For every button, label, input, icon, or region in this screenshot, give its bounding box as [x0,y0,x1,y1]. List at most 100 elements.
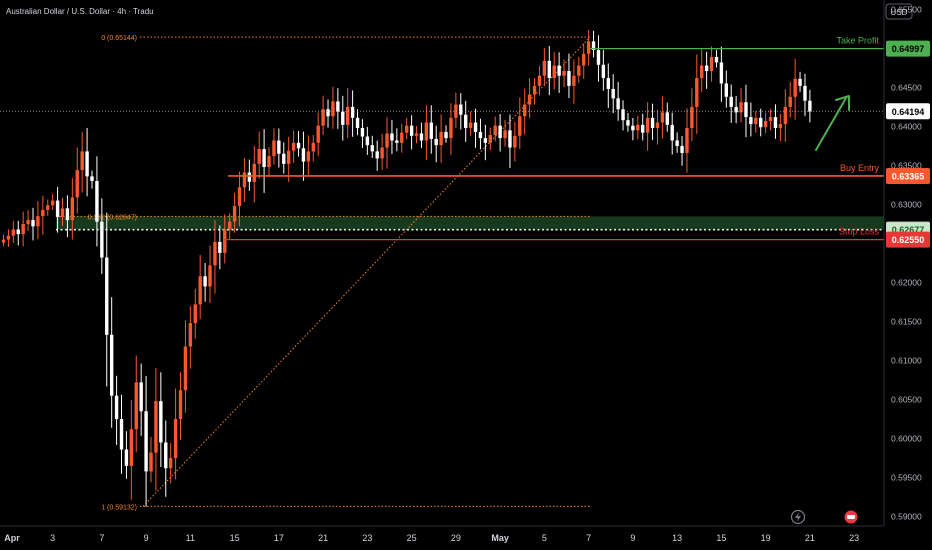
fibonacci-layer: 0 (0.65144) 0.382 (0.62847) 1 (0.59132) [88,35,591,511]
time-tick-label: 21 [318,533,328,543]
price-tick-label: 0.59500 [891,473,922,483]
candle-body [257,149,261,164]
support-zone-badge-text: 0.62677 [892,225,925,235]
candle-body [488,135,492,143]
candle-body [704,65,709,72]
candle-body [370,145,374,152]
candle-body [719,62,724,84]
candle-body [95,181,99,222]
price-tick-label: 0.61500 [891,317,922,327]
candle-body [665,112,669,125]
candle-body [454,104,458,118]
time-tick-label: 21 [805,533,815,543]
buy-entry-badge-text: 0.63365 [892,171,925,181]
candle-body [523,104,527,117]
candle-body [149,452,153,472]
candle-body [483,138,488,143]
economic-events-icon[interactable] [844,510,858,524]
candle-body [109,334,114,396]
candle-body [700,65,704,79]
candle [321,95,325,136]
candle-body [773,117,778,128]
candle [326,99,330,128]
time-tick-label: 9 [144,533,149,543]
candle [341,95,345,141]
candle-body [626,120,630,126]
candle [503,120,507,147]
candle [704,51,709,89]
candle [350,90,355,137]
candle [518,97,522,150]
candle-body [749,117,753,125]
candle-body [316,125,320,143]
candle [277,128,281,168]
candle-body [50,200,55,206]
time-tick-label: 13 [672,533,682,543]
time-axis[interactable]: Apr 3 7 9 11 15 17 21 23 25 29 May 5 7 9 13 15 19 21 23 [4,533,859,543]
candle-body [198,276,202,305]
candle [173,388,178,480]
candle [444,125,448,143]
candle [100,198,104,274]
candle [272,128,276,165]
candle [645,102,650,151]
candle-body [690,106,694,128]
lightning-icon[interactable] [790,509,806,525]
candle [286,136,291,182]
candle [582,43,586,79]
candle-body [129,429,134,466]
candle-body [498,125,502,139]
candle-body [144,411,148,472]
stop-loss-badge: 0.62550 [886,231,930,248]
candle [768,108,773,131]
candle [6,229,11,247]
candle-body [326,109,330,117]
candle [763,112,768,134]
currency-badge[interactable]: USD [885,3,913,20]
candle [547,45,551,96]
time-tick-label: 3 [50,533,55,543]
candle-body [85,151,89,177]
candle-body [695,78,699,107]
candle [754,111,758,133]
candle-body [16,229,20,235]
candle [463,100,468,142]
candle [449,103,453,155]
candle-body [164,442,168,469]
candle-body [798,78,802,86]
support-zone-layer [56,215,884,231]
candle [513,121,517,162]
candle [41,195,45,235]
candle [409,115,414,150]
candle-body [537,75,542,86]
candle-body [803,85,807,101]
time-tick-label: 25 [407,533,417,543]
candle [783,89,788,142]
candle [11,220,16,243]
candle [567,53,571,99]
candle-body [768,117,773,121]
candle [803,73,807,117]
candle-body [631,125,635,131]
candle [700,49,704,92]
candle [773,104,778,139]
candle [105,212,109,387]
candle-body [557,65,561,76]
time-tick-label: 17 [274,533,284,543]
time-tick-label: 9 [630,533,635,543]
stop-loss-label: Stop Loss [839,227,880,237]
candle [478,118,483,150]
price-tick-label: 0.61000 [891,356,922,366]
candle [641,113,645,141]
candle-body [247,172,252,182]
candle [532,78,537,105]
candle [213,220,217,294]
candle [109,297,114,428]
candle-body [542,60,547,76]
candle-body [591,41,596,50]
candle-body [434,138,438,146]
candle-body [527,94,532,105]
candle [198,254,202,320]
